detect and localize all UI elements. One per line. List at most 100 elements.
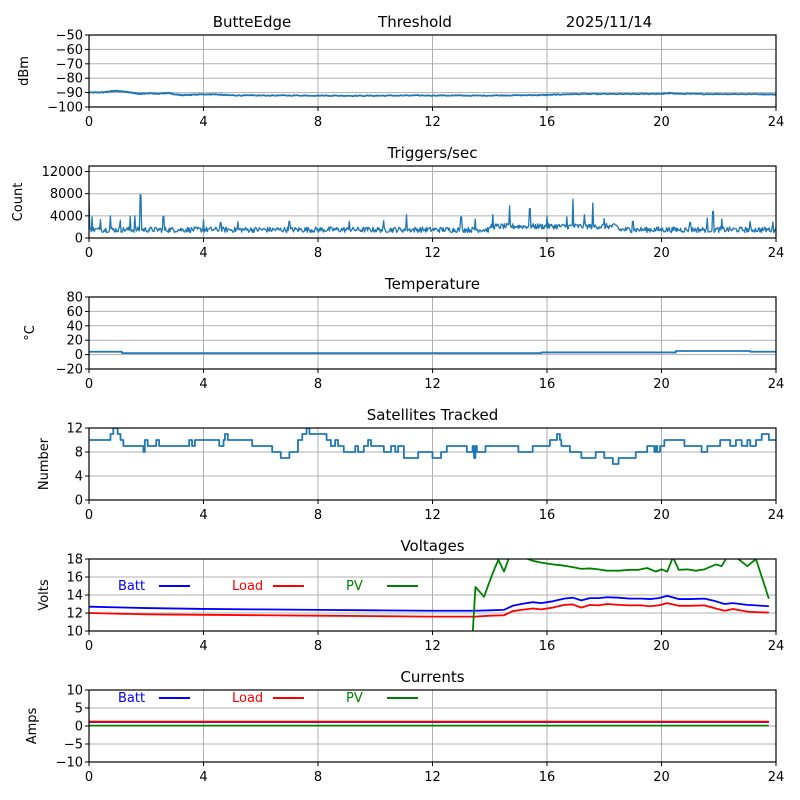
x-tick-label: 4 [199, 639, 207, 654]
y-tick-label: 8000 [50, 187, 83, 202]
y-tick-label: 0 [75, 348, 83, 363]
x-tick-label: 24 [768, 508, 785, 523]
legend-voltages: Batt Load PV [118, 579, 418, 594]
subplot-title-currents: Currents [400, 668, 464, 686]
x-tick-label: 12 [424, 377, 441, 392]
plot-area-signal [89, 89, 776, 98]
x-tick-label: 0 [85, 508, 93, 523]
legend-label-load: Load [232, 691, 263, 706]
y-tick-label: −90 [56, 86, 83, 101]
y-tick-label: −100 [47, 101, 83, 116]
series-line-pv [471, 559, 770, 631]
x-tick-label: 16 [539, 508, 556, 523]
subplot-title-triggers: Triggers/sec [387, 144, 478, 162]
subplot-triggers: 0 4 8 12 16 20 24 0 4000 8000 12000 Triggers/sec Cou… [11, 144, 784, 261]
x-tick-label: 24 [768, 115, 785, 130]
subplot-satellites: 0 4 8 12 16 20 24 0 4 8 12 Satellites Tracked Number [37, 406, 784, 523]
header-date: 2025/11/14 [566, 13, 652, 31]
series-line-triggers [89, 194, 776, 234]
x-tick-label: 8 [314, 639, 322, 654]
y-tick-label: −20 [56, 363, 83, 378]
x-tick-label: 8 [314, 770, 322, 785]
legend-label-load: Load [232, 579, 263, 594]
y-tick-label: 12 [66, 607, 83, 622]
plot-area-satellites [89, 428, 776, 465]
x-tick-label: 24 [768, 770, 785, 785]
x-tick-label: 16 [539, 115, 556, 130]
y-tick-label: 12000 [42, 165, 83, 180]
x-tick-label: 8 [314, 246, 322, 261]
y-axis-label-signal: dBm [17, 56, 32, 86]
y-tick-label: 0 [75, 494, 83, 509]
legend-label-batt: Batt [118, 691, 145, 706]
subplot-currents: Batt Load PV 0 4 8 12 16 20 24 −10 −5 0 5 10 Currents Am… [25, 668, 784, 785]
plot-area-temperature [89, 350, 776, 355]
plot-area-currents [89, 720, 769, 727]
y-tick-label: 4000 [50, 209, 83, 224]
legend-label-pv: PV [346, 579, 363, 594]
y-tick-label: −50 [56, 29, 83, 44]
x-tick-label: 16 [539, 639, 556, 654]
x-tick-label: 12 [424, 246, 441, 261]
y-tick-label: −10 [56, 756, 83, 771]
x-tick-label: 12 [424, 115, 441, 130]
x-tick-label: 16 [539, 377, 556, 392]
y-tick-label: −80 [56, 72, 83, 87]
x-tick-label: 4 [199, 115, 207, 130]
subplot-title-temperature: Temperature [384, 275, 480, 293]
legend-currents: Batt Load PV [118, 691, 418, 706]
y-tick-label: 60 [66, 305, 83, 320]
x-tick-label: 20 [653, 115, 670, 130]
x-tick-label: 24 [768, 246, 785, 261]
x-tick-label: 0 [85, 770, 93, 785]
y-tick-label: 4 [75, 470, 83, 485]
figure-header: ButteEdge Threshold 2025/11/14 [213, 13, 653, 31]
y-tick-label: 16 [66, 571, 83, 586]
y-tick-label: −60 [56, 43, 83, 58]
x-tick-label: 20 [653, 508, 670, 523]
plot-area-voltages [89, 559, 770, 631]
subplot-title-satellites: Satellites Tracked [367, 406, 498, 424]
header-station: ButteEdge [213, 13, 292, 31]
x-tick-label: 8 [314, 115, 322, 130]
y-tick-label: 10 [66, 625, 83, 640]
header-mode: Threshold [377, 13, 452, 31]
y-tick-label: 10 [66, 684, 83, 699]
x-tick-label: 20 [653, 246, 670, 261]
x-tick-label: 8 [314, 377, 322, 392]
y-tick-label: 0 [75, 232, 83, 247]
subplot-title-voltages: Voltages [400, 537, 464, 555]
y-tick-label: −5 [64, 738, 83, 753]
y-axis-label-triggers: Count [11, 183, 26, 222]
y-tick-label: 5 [75, 702, 83, 717]
x-tick-label: 4 [199, 770, 207, 785]
series-line-signal [89, 89, 776, 98]
x-tick-label: 16 [539, 246, 556, 261]
legend-label-batt: Batt [118, 579, 145, 594]
legend-label-pv: PV [346, 691, 363, 706]
plot-area-triggers [89, 194, 776, 234]
y-tick-label: −70 [56, 57, 83, 72]
x-tick-label: 20 [653, 770, 670, 785]
x-tick-label: 0 [85, 246, 93, 261]
y-tick-label: 14 [66, 589, 83, 604]
x-tick-label: 24 [768, 377, 785, 392]
y-tick-label: 12 [66, 422, 83, 437]
x-tick-label: 4 [199, 246, 207, 261]
x-tick-label: 12 [424, 770, 441, 785]
x-tick-label: 12 [424, 508, 441, 523]
x-tick-label: 0 [85, 115, 93, 130]
x-tick-label: 12 [424, 639, 441, 654]
series-line-satellites [89, 428, 776, 465]
series-line-batt [89, 595, 769, 612]
y-tick-label: 40 [66, 319, 83, 334]
y-axis-label-voltages: Volts [37, 579, 52, 611]
y-tick-label: 80 [66, 291, 83, 306]
x-tick-label: 4 [199, 377, 207, 392]
series-line-load [89, 602, 769, 618]
x-tick-label: 4 [199, 508, 207, 523]
x-tick-label: 8 [314, 508, 322, 523]
